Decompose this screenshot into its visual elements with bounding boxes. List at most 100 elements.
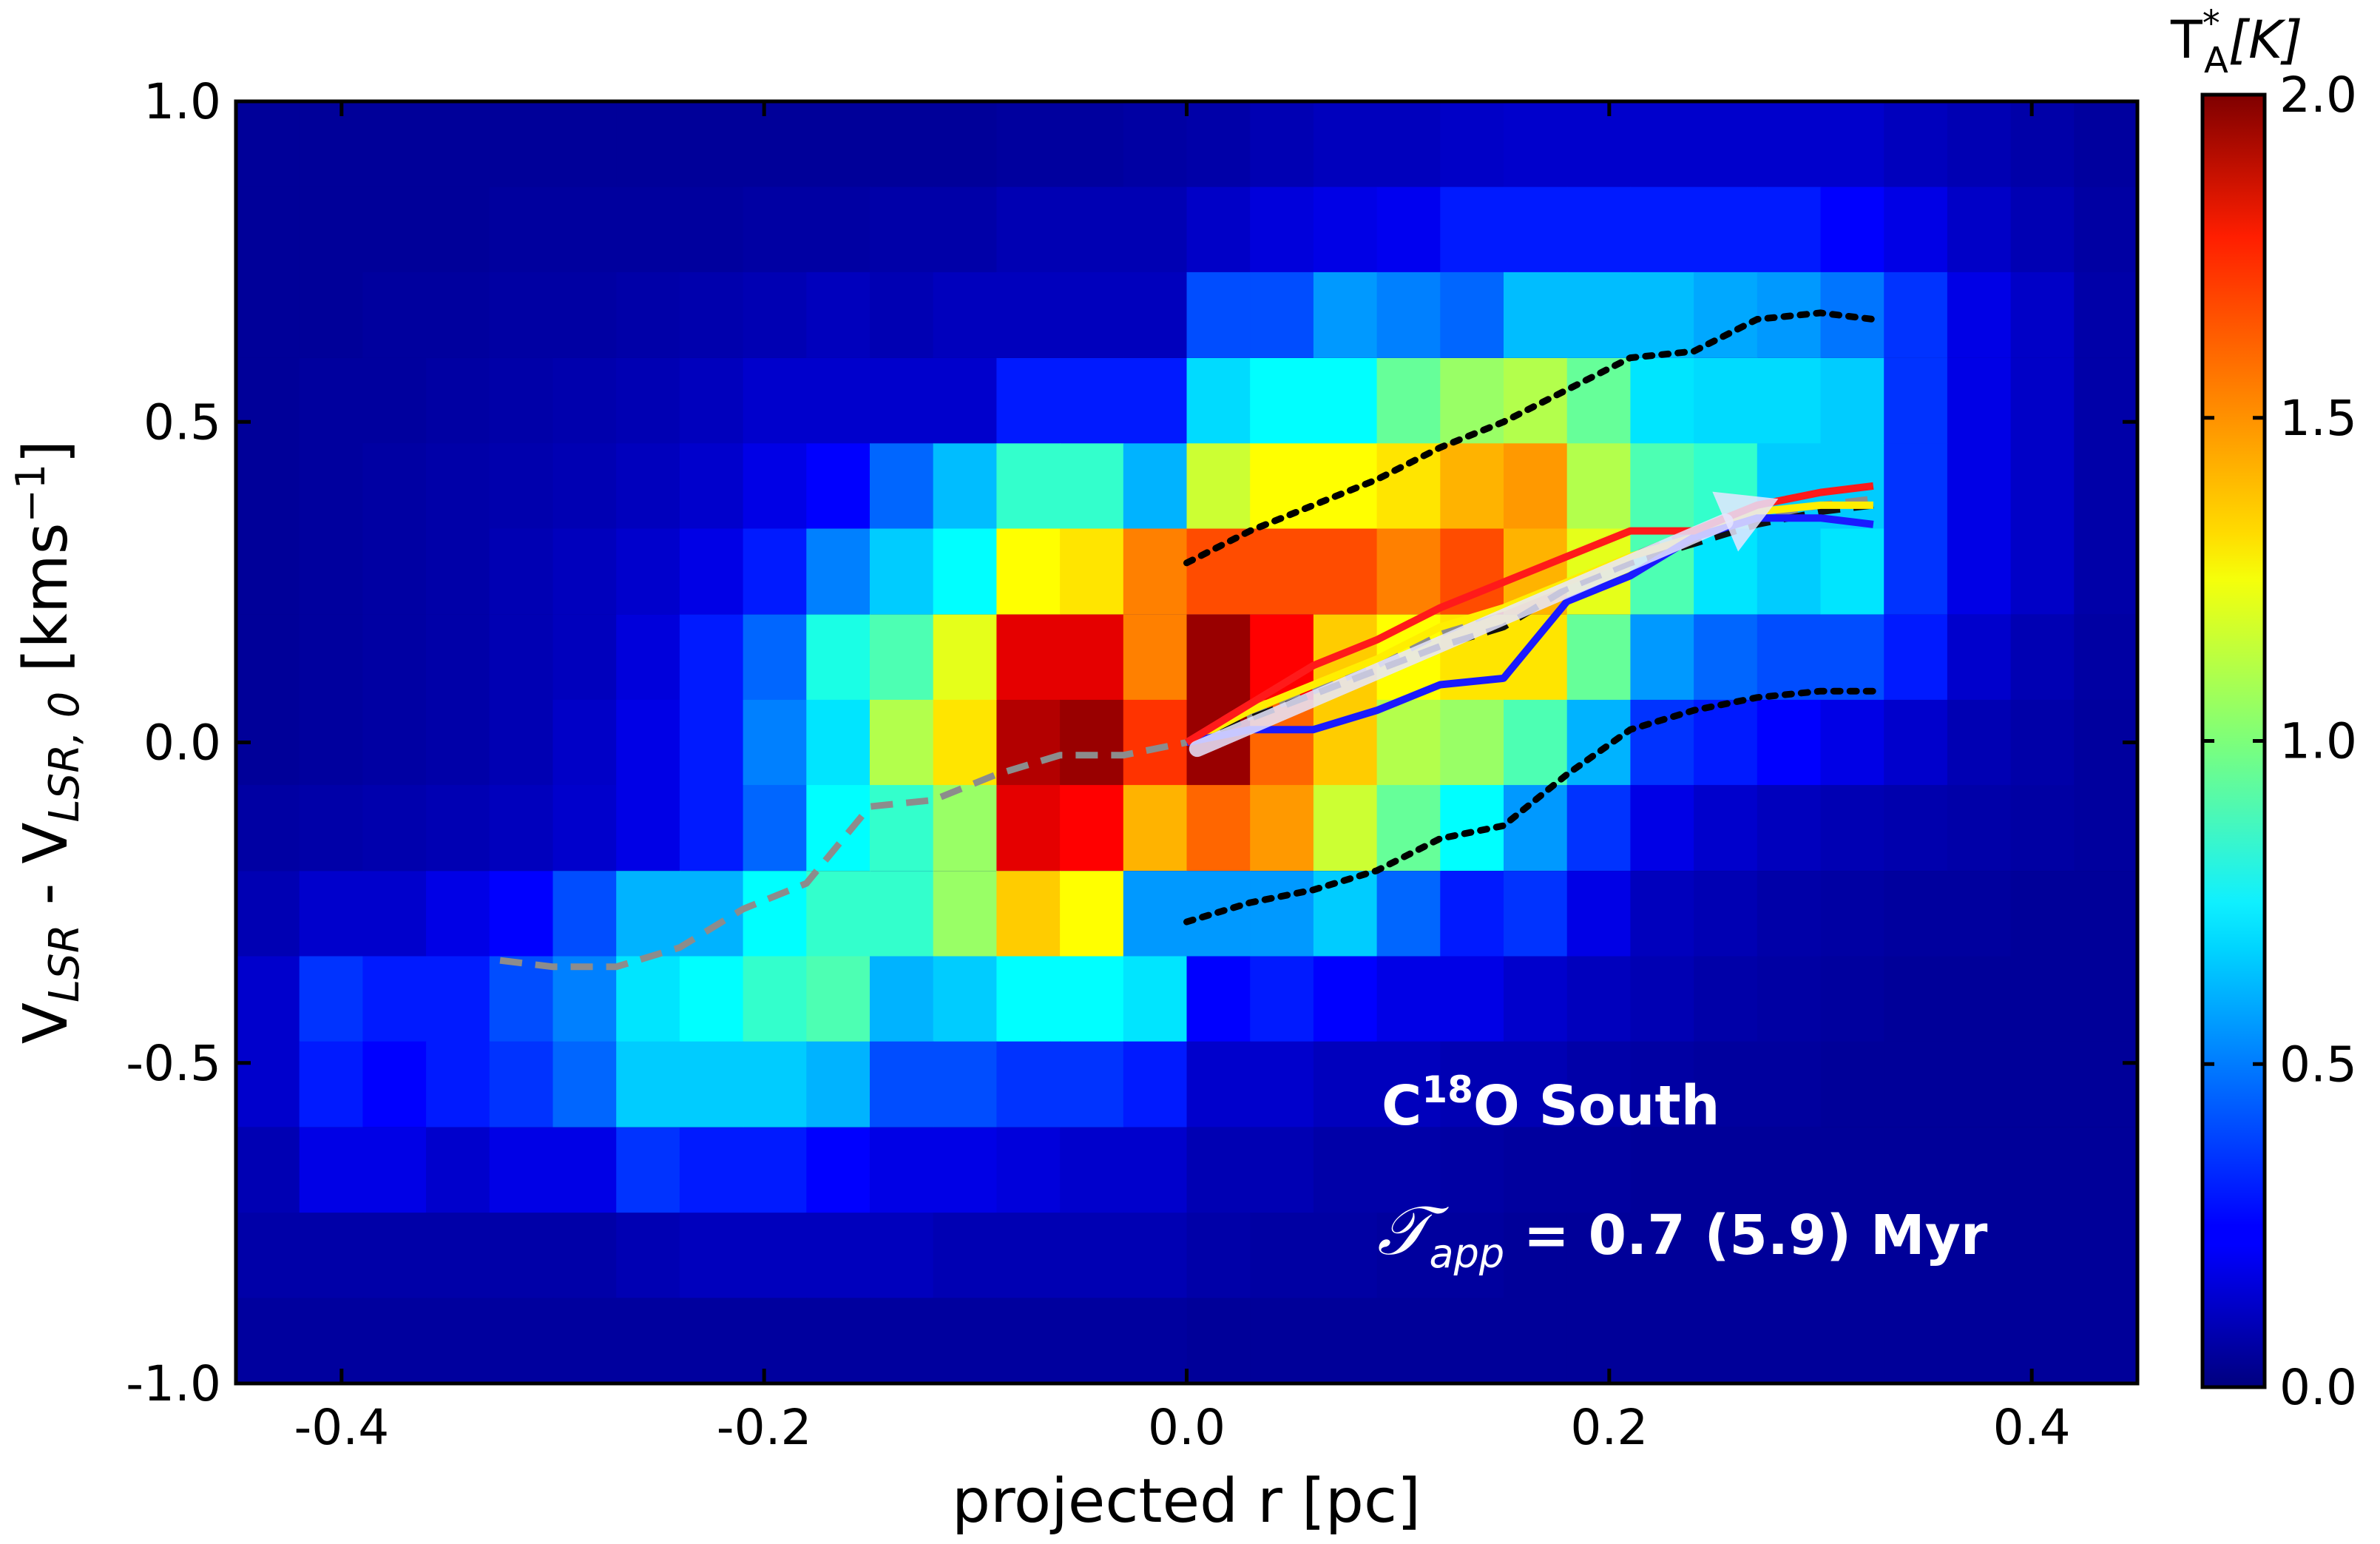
- heatmap-cell: [299, 528, 364, 615]
- heatmap-cell: [1060, 614, 1124, 701]
- heatmap-cell: [362, 956, 427, 1042]
- heatmap-cell: [2074, 1298, 2138, 1384]
- heatmap-cell: [1820, 101, 1884, 188]
- heatmap-cell: [679, 186, 744, 273]
- heatmap-cell: [1250, 1041, 1314, 1127]
- heatmap-cell: [1504, 1041, 1568, 1127]
- heatmap-cell: [1566, 1298, 1632, 1384]
- heatmap-cell: [933, 871, 998, 957]
- heatmap-cell: [996, 1041, 1061, 1127]
- heatmap-cell: [1440, 1298, 1504, 1384]
- heatmap-cell: [1376, 871, 1441, 957]
- heatmap-cell: [426, 272, 490, 358]
- heatmap-cell: [870, 871, 934, 957]
- heatmap-cell: [679, 528, 744, 615]
- y-label-base: V: [11, 1002, 81, 1044]
- heatmap-cell: [1376, 956, 1441, 1042]
- heatmap-cell: [426, 871, 490, 957]
- tau-subscript: app: [1429, 1230, 1504, 1277]
- heatmap-cell: [1123, 272, 1188, 358]
- heatmap-cell: [1376, 186, 1441, 273]
- heatmap-cell: [1566, 956, 1632, 1042]
- heatmap-cell: [2074, 101, 2138, 188]
- series-line-upper-dotted-envelope: [1183, 309, 1877, 567]
- heatmap-cell: [743, 699, 808, 786]
- heatmap-cell: [616, 528, 680, 615]
- heatmap-cell: [1820, 528, 1884, 615]
- heatmap-cell: [489, 272, 554, 358]
- heatmap-cell: [1630, 101, 1694, 188]
- heatmap-cell: [806, 1298, 870, 1384]
- heatmap-cell: [1186, 1041, 1251, 1127]
- heatmap-cell: [679, 358, 744, 444]
- heatmap-cell: [1250, 871, 1314, 957]
- heatmap-cell: [743, 358, 808, 444]
- x-tick-label: 0.2: [1570, 1399, 1648, 1456]
- heatmap-cell: [1694, 1298, 1758, 1384]
- heatmap-cell: [743, 785, 808, 872]
- dataset-label-rest: O South: [1473, 1074, 1720, 1138]
- y-axis-label: VLSR - VLSR, 0 [kms−1]: [7, 440, 89, 1044]
- x-axis-ticks: -0.4 -0.2 0.0 0.2 0.4: [294, 101, 2071, 1456]
- heatmap-cell: [2010, 1213, 2075, 1299]
- heatmap-cell: [1504, 443, 1568, 530]
- colorbar-label-unit: [K]: [2228, 10, 2303, 70]
- heatmap-cell: [1947, 871, 2012, 957]
- heatmap-cell: [870, 528, 934, 615]
- heatmap-cell: [679, 1041, 744, 1127]
- heatmap-cell: [236, 1127, 300, 1213]
- heatmap-cell: [552, 1041, 617, 1127]
- heatmap-cell: [1186, 101, 1251, 188]
- heatmap-cell: [743, 614, 808, 701]
- heatmap-cell: [679, 272, 744, 358]
- heatmap-cell: [1250, 528, 1314, 615]
- heatmap-cell: [236, 1213, 300, 1299]
- heatmap-cell: [1123, 614, 1188, 701]
- heatmap-cell: [1757, 1298, 1822, 1384]
- heatmap-cell: [616, 272, 680, 358]
- heatmap-cell: [2010, 358, 2075, 444]
- heatmap-cell: [1440, 1213, 1504, 1299]
- heatmap-cell: [1313, 1041, 1378, 1127]
- heatmap-cell: [1313, 358, 1378, 444]
- heatmap-cell: [2074, 785, 2138, 872]
- heatmap-cell: [1250, 186, 1314, 273]
- heatmap-cell: [616, 1298, 680, 1384]
- heatmap-cell: [552, 871, 617, 957]
- heatmap-cell: [489, 1298, 554, 1384]
- heatmap-cell: [1123, 358, 1188, 444]
- heatmap-cell: [1884, 443, 1948, 530]
- heatmap-cell: [870, 1213, 934, 1299]
- heatmap-cell: [362, 443, 427, 530]
- heatmap-cell: [1694, 1127, 1758, 1213]
- heatmap-cell: [806, 614, 870, 701]
- heatmap-cell: [1186, 785, 1251, 872]
- heatmap-cell: [236, 1041, 300, 1127]
- heatmap-cell: [489, 1041, 554, 1127]
- heatmap-cell: [996, 614, 1061, 701]
- y-label-mid: - V: [11, 823, 81, 925]
- heatmap-cell: [1884, 699, 1948, 786]
- series-line-blue-solid: [1186, 514, 1874, 746]
- heatmap-cell: [1630, 186, 1694, 273]
- heatmap-cell: [2074, 956, 2138, 1042]
- heatmap-cell: [1694, 871, 1758, 957]
- heatmap-cell: [616, 186, 680, 273]
- heatmap-cell: [1757, 785, 1822, 872]
- heatmap-cell: [489, 699, 554, 786]
- heatmap-cell: [1123, 1298, 1188, 1384]
- heatmap-cell: [1947, 614, 2012, 701]
- heatmap-cell: [426, 528, 490, 615]
- heatmap-cell: [806, 101, 870, 188]
- heatmap-cell: [1820, 358, 1884, 444]
- heatmap-cell: [362, 1298, 427, 1384]
- heatmap-cell: [870, 1127, 934, 1213]
- heatmap-cell: [2010, 528, 2075, 615]
- heatmap-cell: [1884, 272, 1948, 358]
- heatmap-cell: [2074, 272, 2138, 358]
- heatmap-cell: [489, 614, 554, 701]
- heatmap-cell: [489, 1213, 554, 1299]
- heatmap-cell: [299, 443, 364, 530]
- heatmap-cell: [362, 1213, 427, 1299]
